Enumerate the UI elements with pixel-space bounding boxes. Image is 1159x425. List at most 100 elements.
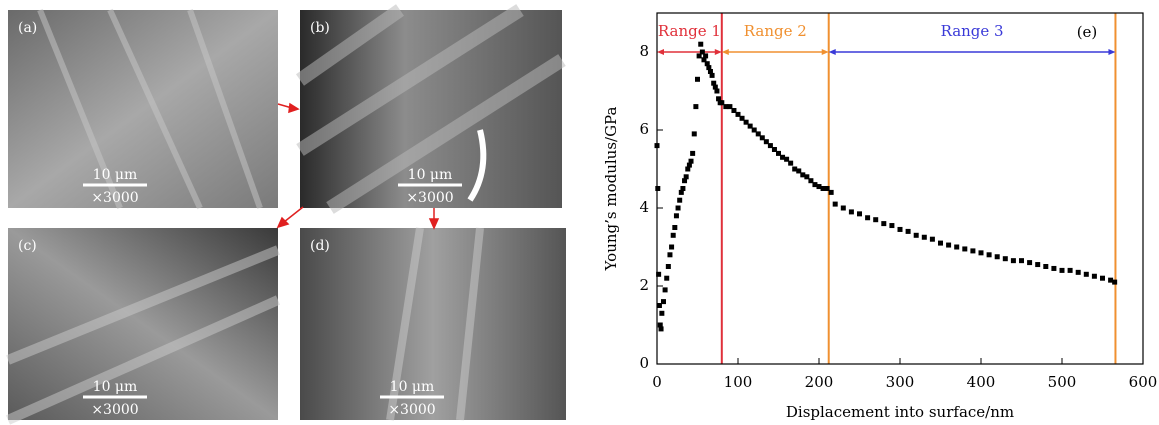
x-tick-label: 100 [724, 373, 753, 391]
x-tick-label: 0 [652, 373, 662, 391]
scale-label: 10 μm [93, 167, 138, 183]
range-label: Range 1 [658, 22, 721, 40]
point [689, 159, 694, 164]
point [677, 198, 682, 203]
magnification: ×3000 [406, 190, 453, 206]
point [703, 53, 708, 58]
plot-frame [657, 13, 1143, 364]
sem-image [8, 228, 278, 420]
point [987, 252, 992, 257]
magnification: ×3000 [91, 402, 138, 418]
arrow-head [430, 219, 438, 228]
point [1060, 268, 1065, 273]
arrow-head [289, 104, 298, 112]
point [962, 246, 967, 251]
point [663, 287, 668, 292]
point [1051, 266, 1056, 271]
point [979, 250, 984, 255]
point [946, 243, 951, 248]
sem-images [8, 10, 566, 420]
magnification: ×3000 [91, 190, 138, 206]
point [667, 252, 672, 257]
point [970, 248, 975, 253]
y-tick-label: 8 [639, 42, 649, 60]
point [833, 202, 838, 207]
point [1043, 264, 1048, 269]
x-tick-label: 500 [1048, 373, 1077, 391]
point [692, 131, 697, 136]
point [865, 215, 870, 220]
point [698, 42, 703, 47]
point [898, 227, 903, 232]
point [922, 235, 927, 240]
point [857, 211, 862, 216]
x-axis-label: Displacement into surface/nm [786, 403, 1014, 421]
scale-label: 10 μm [93, 379, 138, 395]
point [655, 186, 660, 191]
x-tick-label: 300 [886, 373, 915, 391]
point [849, 209, 854, 214]
chart: 0 100 200 300 400 500 600 0 2 4 6 8 Displacement int… [602, 13, 1157, 421]
panel-label: (b) [310, 20, 330, 36]
panel-label: (c) [18, 238, 37, 254]
x-tick-label: 600 [1129, 373, 1158, 391]
point [695, 77, 700, 82]
point [829, 190, 834, 195]
point [676, 206, 681, 211]
point [1003, 256, 1008, 261]
point [690, 151, 695, 156]
y-tick-label: 6 [639, 120, 649, 138]
point [656, 272, 661, 277]
point [714, 89, 719, 94]
magnification: ×3000 [388, 402, 435, 418]
panel-label: (d) [310, 238, 330, 254]
point [1035, 262, 1040, 267]
arrow [284, 207, 303, 222]
point [671, 233, 676, 238]
point [1076, 270, 1081, 275]
point [693, 104, 698, 109]
point [1092, 274, 1097, 279]
point [669, 245, 674, 250]
point [889, 223, 894, 228]
point [680, 186, 685, 191]
scale-label: 10 μm [390, 379, 435, 395]
sem-image [8, 10, 278, 208]
point [930, 237, 935, 242]
point [1112, 280, 1117, 285]
point [938, 241, 943, 246]
y-tick-label: 4 [639, 198, 649, 216]
point [666, 264, 671, 269]
point [881, 221, 886, 226]
point [1011, 258, 1016, 263]
point [684, 174, 689, 179]
point [841, 206, 846, 211]
point [664, 276, 669, 281]
point [710, 73, 715, 78]
point [914, 233, 919, 238]
point [1027, 260, 1032, 265]
panel-label: (a) [18, 20, 37, 36]
point [788, 161, 793, 166]
y-axis-label: Young’s modulus/GPa [602, 107, 620, 272]
point [954, 245, 959, 250]
point [672, 225, 677, 230]
point [661, 299, 666, 304]
point [1084, 272, 1089, 277]
figure: (a) 10 μm ×3000 (b) 10 μm ×3000 (c) 10 μm ×3000 (… [0, 0, 1159, 425]
point [1068, 268, 1073, 273]
point [1019, 258, 1024, 263]
point [655, 143, 660, 148]
point [906, 229, 911, 234]
point [674, 213, 679, 218]
point [659, 326, 664, 331]
point [1100, 276, 1105, 281]
scale-label: 10 μm [408, 167, 453, 183]
point [995, 254, 1000, 259]
x-tick-label: 400 [967, 373, 996, 391]
x-tick-label: 200 [805, 373, 834, 391]
panel-label: (e) [1077, 23, 1098, 41]
point [873, 217, 878, 222]
y-tick-label: 2 [639, 276, 649, 294]
y-tick-label: 0 [639, 354, 649, 372]
